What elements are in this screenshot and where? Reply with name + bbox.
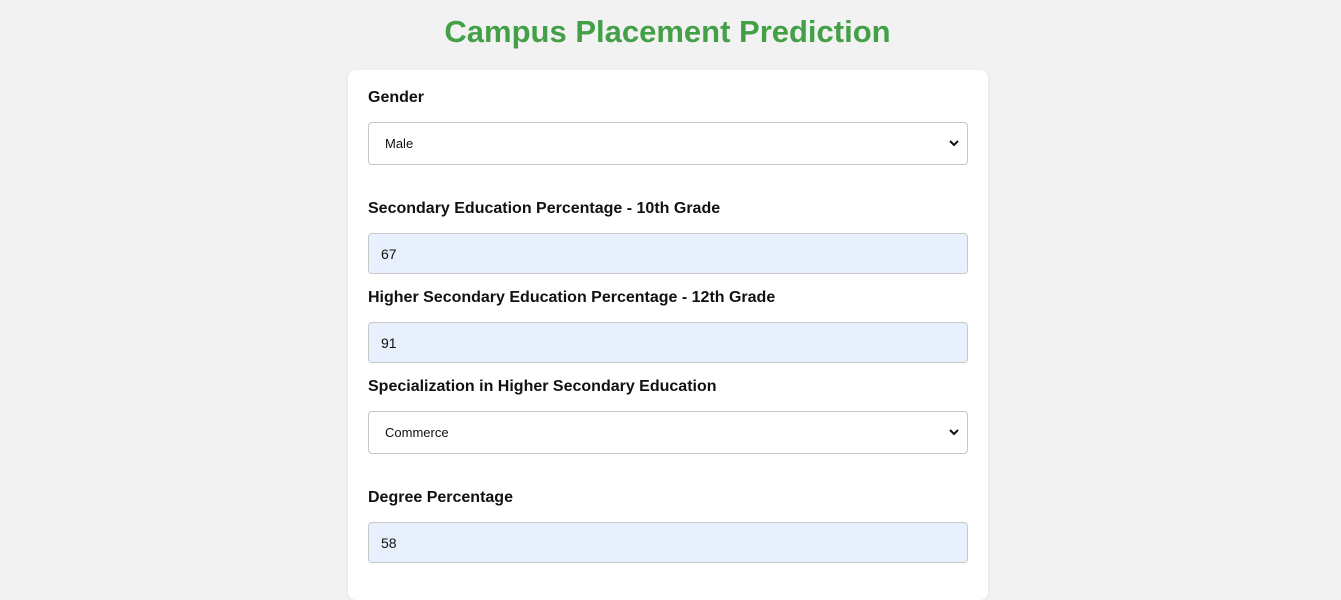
gender-select-value: Male bbox=[385, 136, 414, 151]
ssc-percentage-label: Secondary Education Percentage - 10th Gr… bbox=[368, 200, 721, 217]
hsc-specialization-select-value: Commerce bbox=[385, 425, 449, 440]
hsc-percentage-input[interactable] bbox=[368, 322, 968, 363]
page-title: Campus Placement Prediction bbox=[444, 14, 891, 49]
gender-select[interactable]: Male bbox=[368, 122, 968, 165]
hsc-specialization-label: Specialization in Higher Secondary Educa… bbox=[368, 378, 717, 395]
degree-percentage-label: Degree Percentage bbox=[368, 489, 513, 506]
prediction-form: Gender Male Secondary Education Percenta… bbox=[348, 70, 988, 600]
chevron-down-icon bbox=[941, 122, 967, 165]
hsc-specialization-select[interactable]: Commerce bbox=[368, 411, 968, 454]
chevron-down-icon bbox=[941, 411, 967, 454]
degree-percentage-input[interactable] bbox=[368, 522, 968, 563]
gender-label: Gender bbox=[368, 89, 425, 106]
hsc-percentage-label: Higher Secondary Education Percentage - … bbox=[368, 289, 776, 306]
ssc-percentage-input[interactable] bbox=[368, 233, 968, 274]
